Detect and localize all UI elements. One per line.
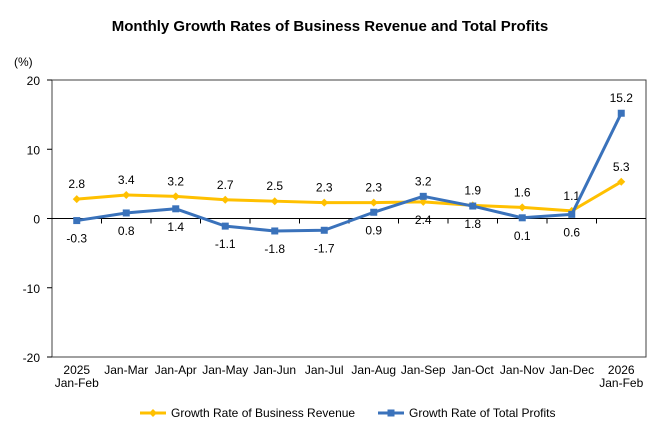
data-label: 5.3 <box>613 160 630 174</box>
data-label: 0.1 <box>514 229 531 243</box>
data-point <box>320 198 329 207</box>
data-point <box>370 208 378 216</box>
series-line-profits <box>76 112 623 233</box>
chart-title: Monthly Growth Rates of Business Revenue… <box>111 18 549 35</box>
data-label: 1.8 <box>464 217 481 231</box>
y-tick-label: -10 <box>23 282 41 296</box>
data-label: -0.3 <box>66 232 87 246</box>
x-tick-label: Jan-Nov <box>500 363 545 377</box>
data-point <box>568 210 576 218</box>
x-tick-label: Jan-Sep <box>401 363 446 377</box>
data-point <box>518 214 526 222</box>
data-label: 1.9 <box>464 183 481 197</box>
x-tick-label: Jan-Oct <box>452 363 495 377</box>
data-label: 2.3 <box>316 181 333 195</box>
data-point <box>221 195 230 204</box>
data-point <box>518 203 527 212</box>
legend-label: Growth Rate of Business Revenue <box>171 406 355 420</box>
data-point <box>469 202 477 210</box>
data-label: 2.4 <box>415 213 432 227</box>
data-point <box>72 195 81 204</box>
data-point <box>270 197 279 206</box>
data-point <box>171 192 180 201</box>
x-tick-label: Jan-Apr <box>155 363 197 377</box>
x-tick-label: Jan-Feb <box>55 376 99 390</box>
x-tick-label: Jan-May <box>202 363 248 377</box>
data-point <box>419 192 427 200</box>
x-tick-label: Jan-Mar <box>104 363 148 377</box>
data-label: 15.2 <box>610 91 634 105</box>
legend-marker <box>149 409 157 417</box>
data-point <box>271 227 279 235</box>
legend-label: Growth Rate of Total Profits <box>409 406 556 420</box>
y-tick-label: 10 <box>27 143 41 157</box>
y-axis-label: (%) <box>14 55 33 69</box>
legend-marker <box>387 409 395 417</box>
x-tick-label: Jan-Aug <box>351 363 396 377</box>
data-label: 1.1 <box>563 189 580 203</box>
data-point <box>617 177 626 186</box>
data-label: 3.2 <box>167 174 184 188</box>
data-label: -1.7 <box>314 241 335 255</box>
x-tick-label: Jan-Jul <box>305 363 344 377</box>
data-point <box>320 226 328 234</box>
data-label: 2.3 <box>365 181 382 195</box>
data-label: 0.9 <box>365 223 382 237</box>
data-label: 1.4 <box>167 220 184 234</box>
data-label: 0.8 <box>118 224 135 238</box>
y-tick-label: -20 <box>23 351 41 365</box>
data-label: 3.4 <box>118 173 135 187</box>
data-point <box>122 190 131 199</box>
data-point <box>221 222 229 230</box>
data-label: 2.5 <box>266 179 283 193</box>
data-label: -1.8 <box>264 242 285 256</box>
x-tick-label: 2026 <box>608 363 635 377</box>
y-tick-label: 0 <box>33 213 40 227</box>
data-point <box>73 217 81 225</box>
y-tick-label: 20 <box>27 74 41 88</box>
data-label: 2.8 <box>68 177 85 191</box>
series-line-revenue <box>76 180 623 213</box>
data-label: 1.6 <box>514 185 531 199</box>
x-tick-label: Jan-Jun <box>253 363 296 377</box>
data-point <box>369 198 378 207</box>
data-point <box>617 109 625 117</box>
data-label: 0.6 <box>563 225 580 239</box>
x-tick-label: Jan-Dec <box>549 363 594 377</box>
x-tick-label: Jan-Feb <box>599 376 643 390</box>
data-label: 3.2 <box>415 174 432 188</box>
data-label: 2.7 <box>217 178 234 192</box>
data-label: -1.1 <box>215 237 236 251</box>
data-point <box>172 205 180 213</box>
data-point <box>419 197 428 206</box>
data-point <box>122 209 130 217</box>
x-tick-label: 2025 <box>63 363 90 377</box>
